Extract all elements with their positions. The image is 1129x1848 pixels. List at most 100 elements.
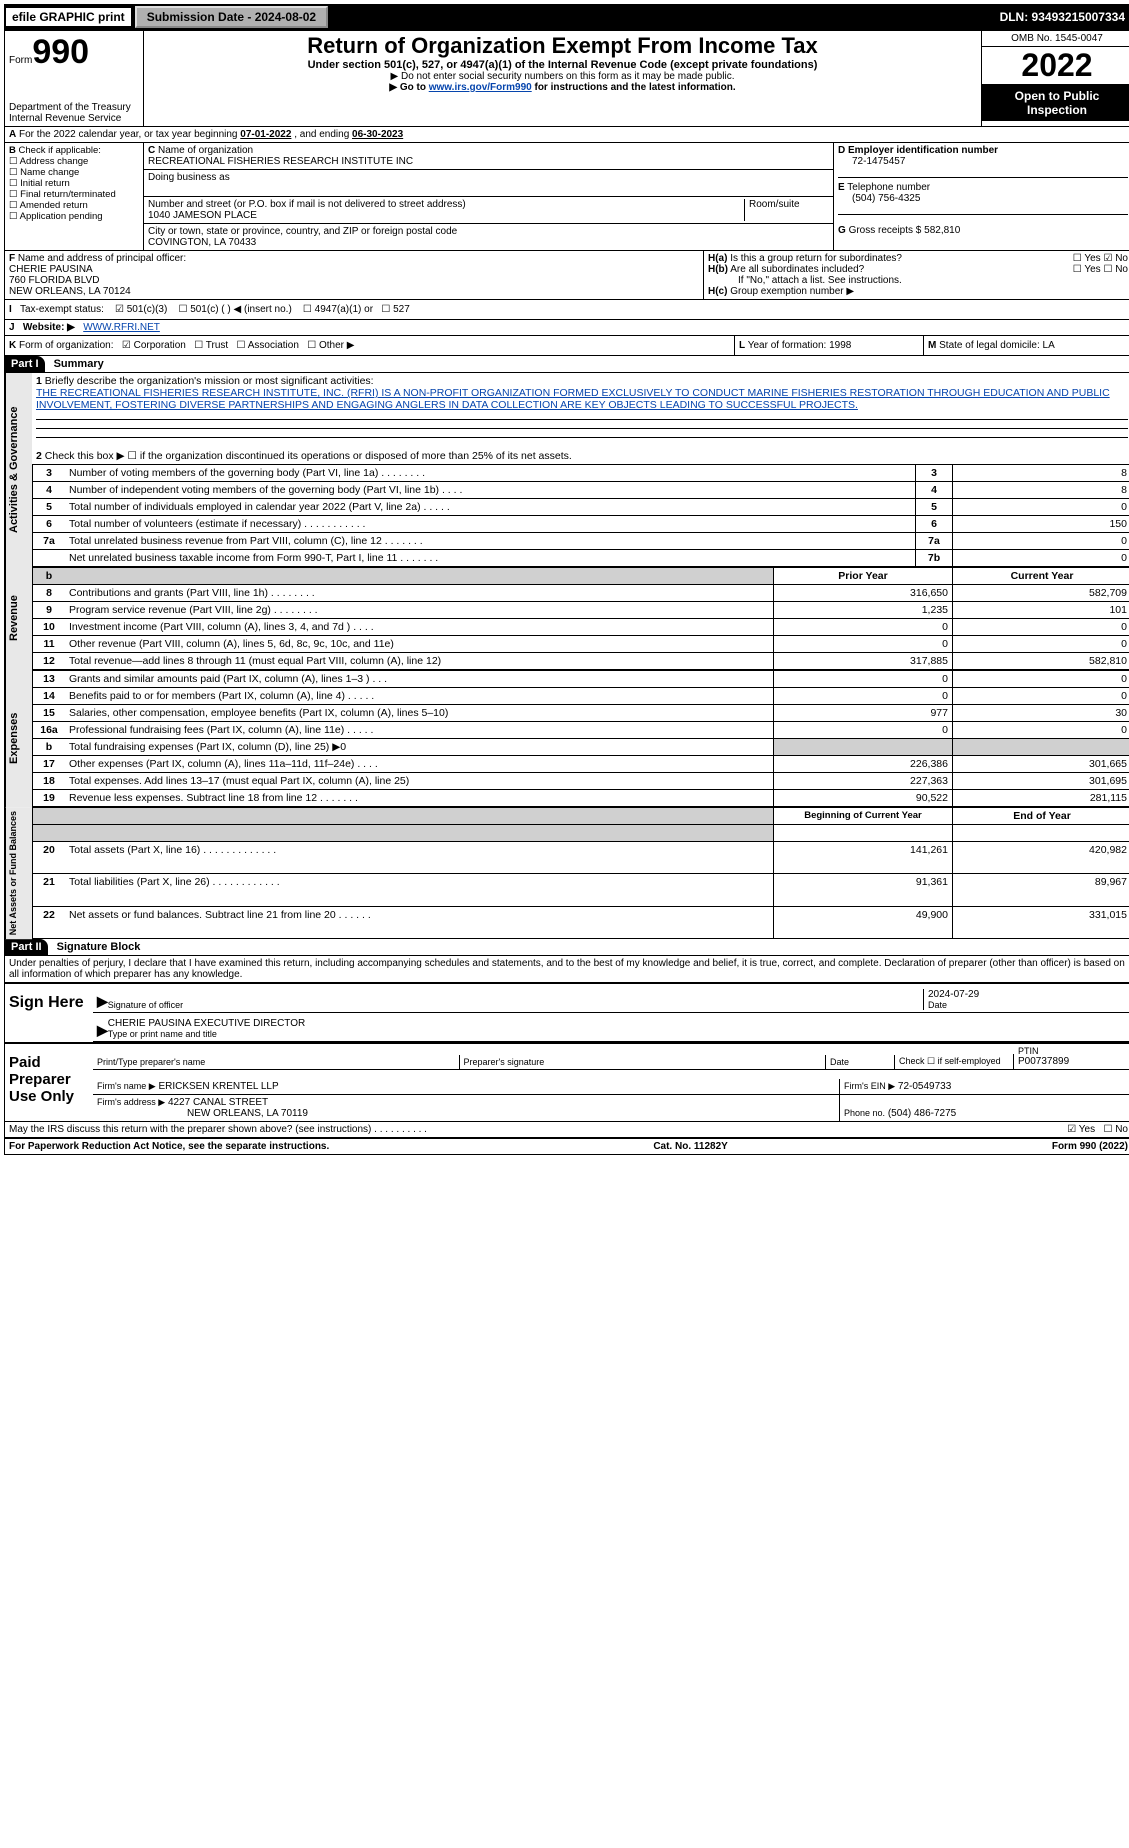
line-desc: Net assets or fund balances. Subtract li… <box>65 906 774 938</box>
line-no: 11 <box>33 636 66 653</box>
hb-no[interactable]: No <box>1103 264 1128 275</box>
net-gap3 <box>774 825 953 842</box>
tab-net-assets: Net Assets or Fund Balances <box>5 807 32 939</box>
chk-corporation[interactable]: Corporation <box>122 340 186 351</box>
officer-addr1: 760 FLORIDA BLVD <box>9 275 99 286</box>
curr-val: 30 <box>953 705 1129 722</box>
line-desc: Investment income (Part VIII, column (A)… <box>65 619 774 636</box>
firm-name-row: Firm's name ▶ ERICKSEN KRENTEL LLP Firm'… <box>93 1070 1129 1095</box>
line-no: 17 <box>33 756 66 773</box>
line2: 2 Check this box ▶ ☐ if the organization… <box>32 448 1129 464</box>
line-box: 3 <box>916 465 953 482</box>
a-pre: For the 2022 calendar year, or tax year … <box>19 129 240 140</box>
sig-officer-row: ▶ Signature of officer 2024-07-29 Date <box>93 984 1129 1013</box>
discuss-no[interactable]: No <box>1103 1124 1128 1135</box>
chk-trust[interactable]: Trust <box>194 340 228 351</box>
chk-association[interactable]: Association <box>237 340 299 351</box>
sub3-pre: ▶ Go to <box>389 82 428 93</box>
line-box: 6 <box>916 516 953 533</box>
line-no: 14 <box>33 688 66 705</box>
prep-chk[interactable]: Check ☐ if self-employed <box>899 1056 1009 1067</box>
prior-val: 227,363 <box>774 773 953 790</box>
h-b-row: H(b) Are all subordinates included? Yes … <box>708 264 1128 275</box>
prep-name-cell: Print/Type preparer's name <box>93 1055 460 1069</box>
gov-content: 1 Briefly describe the organization's mi… <box>32 373 1129 567</box>
line-desc: Professional fundraising fees (Part IX, … <box>65 722 774 739</box>
line-klm: K Form of organization: Corporation Trus… <box>5 336 1129 356</box>
line-no: 22 <box>33 906 66 938</box>
line-no: 10 <box>33 619 66 636</box>
table-row: 21 Total liabilities (Part X, line 26) .… <box>33 874 1129 906</box>
chk-4947[interactable]: 4947(a)(1) or <box>303 304 373 315</box>
line-val: 0 <box>953 550 1129 567</box>
table-row: 12 Total revenue—add lines 8 through 11 … <box>33 653 1129 670</box>
line-desc: Grants and similar amounts paid (Part IX… <box>65 671 774 688</box>
prior-val: 141,261 <box>774 842 953 874</box>
ptin-lbl: PTIN <box>1018 1046 1128 1056</box>
arrow-icon: ▶ <box>97 993 108 1010</box>
discuss-yes[interactable]: Yes <box>1067 1124 1095 1135</box>
tab-governance: Activities & Governance <box>5 373 32 567</box>
h-c-row: H(c) Group exemption number ▶ <box>708 286 1128 297</box>
firm-addr1: 4227 CANAL STREET <box>168 1097 268 1108</box>
ha-yes[interactable]: Yes <box>1073 253 1101 264</box>
line-desc: Benefits paid to or for members (Part IX… <box>65 688 774 705</box>
line-desc: Total unrelated business revenue from Pa… <box>65 533 916 550</box>
chk-other[interactable]: Other ▶ <box>307 340 354 351</box>
prior-val: 317,885 <box>774 653 953 670</box>
j-lbl: Website: ▶ <box>23 322 75 333</box>
b-label: b <box>46 570 52 582</box>
chk-amended-return[interactable]: Amended return <box>9 200 88 211</box>
line-i: I Tax-exempt status: 501(c)(3) 501(c) ( … <box>5 300 1129 320</box>
officer-addr2: NEW ORLEANS, LA 70124 <box>9 286 131 297</box>
f-lbl: Name and address of principal officer: <box>18 253 186 264</box>
table-row: 7a Total unrelated business revenue from… <box>33 533 1129 550</box>
prep-name-lbl: Print/Type preparer's name <box>97 1057 455 1067</box>
table-row: 10 Investment income (Part VIII, column … <box>33 619 1129 636</box>
chk-address-change[interactable]: Address change <box>9 156 88 167</box>
net-table: Beginning of Current Year End of Year 20… <box>32 807 1129 939</box>
website-link[interactable]: WWW.RFRI.NET <box>83 322 160 333</box>
line-no: 8 <box>33 585 66 602</box>
prior-val: 0 <box>774 722 953 739</box>
rev-hdr-blank2 <box>65 568 774 585</box>
net-hdr-blank1 <box>33 808 66 825</box>
footer-right: Form 990 (2022) <box>1052 1141 1128 1152</box>
instructions-link[interactable]: www.irs.gov/Form990 <box>429 82 532 93</box>
tab-revenue: Revenue <box>5 567 32 670</box>
curr-val: 101 <box>953 602 1129 619</box>
chk-501c3[interactable]: 501(c)(3) <box>115 304 167 315</box>
line-desc: Total revenue—add lines 8 through 11 (mu… <box>65 653 774 670</box>
ha-no[interactable]: No <box>1103 253 1128 264</box>
line-a: A For the 2022 calendar year, or tax yea… <box>5 127 1129 143</box>
line-no: 7a <box>33 533 66 550</box>
chk-527[interactable]: 527 <box>381 304 409 315</box>
chk-initial-return[interactable]: Initial return <box>9 178 70 189</box>
col-prior: Prior Year <box>774 568 953 585</box>
rev-hdr-blank1: b <box>33 568 66 585</box>
chk-501c[interactable]: 501(c) ( ) ◀ (insert no.) <box>178 304 291 315</box>
table-row: 17 Other expenses (Part IX, column (A), … <box>33 756 1129 773</box>
firm-ein-lbl: Firm's EIN ▶ <box>844 1081 895 1091</box>
col-deg: D Employer identification number 72-1475… <box>833 143 1129 250</box>
hb-yes[interactable]: Yes <box>1073 264 1101 275</box>
exp-section: Expenses 13 Grants and similar amounts p… <box>5 670 1129 807</box>
name-title-cell: CHERIE PAUSINA EXECUTIVE DIRECTOR Type o… <box>108 1018 1128 1039</box>
col-begin: Beginning of Current Year <box>774 808 953 825</box>
header-right: OMB No. 1545-0047 2022 Open to Public In… <box>981 31 1129 126</box>
chk-final-return[interactable]: Final return/terminated <box>9 189 116 200</box>
line-no: 13 <box>33 671 66 688</box>
submission-date-button[interactable]: Submission Date - 2024-08-02 <box>135 6 328 28</box>
line-desc: Contributions and grants (Part VIII, lin… <box>65 585 774 602</box>
org-name-box: C Name of organization RECREATIONAL FISH… <box>144 143 833 170</box>
chk-name-change[interactable]: Name change <box>9 167 79 178</box>
paid-preparer-label: Paid Preparer Use Only <box>5 1044 93 1121</box>
curr-val: 0 <box>953 688 1129 705</box>
e-lbl: Telephone number <box>847 182 930 193</box>
table-row: 9 Program service revenue (Part VIII, li… <box>33 602 1129 619</box>
chk-application-pending[interactable]: Application pending <box>9 211 103 222</box>
line-no: 4 <box>33 482 66 499</box>
line-desc: Total number of volunteers (estimate if … <box>65 516 916 533</box>
table-row: 14 Benefits paid to or for members (Part… <box>33 688 1129 705</box>
i-lbl: Tax-exempt status: <box>20 304 104 315</box>
